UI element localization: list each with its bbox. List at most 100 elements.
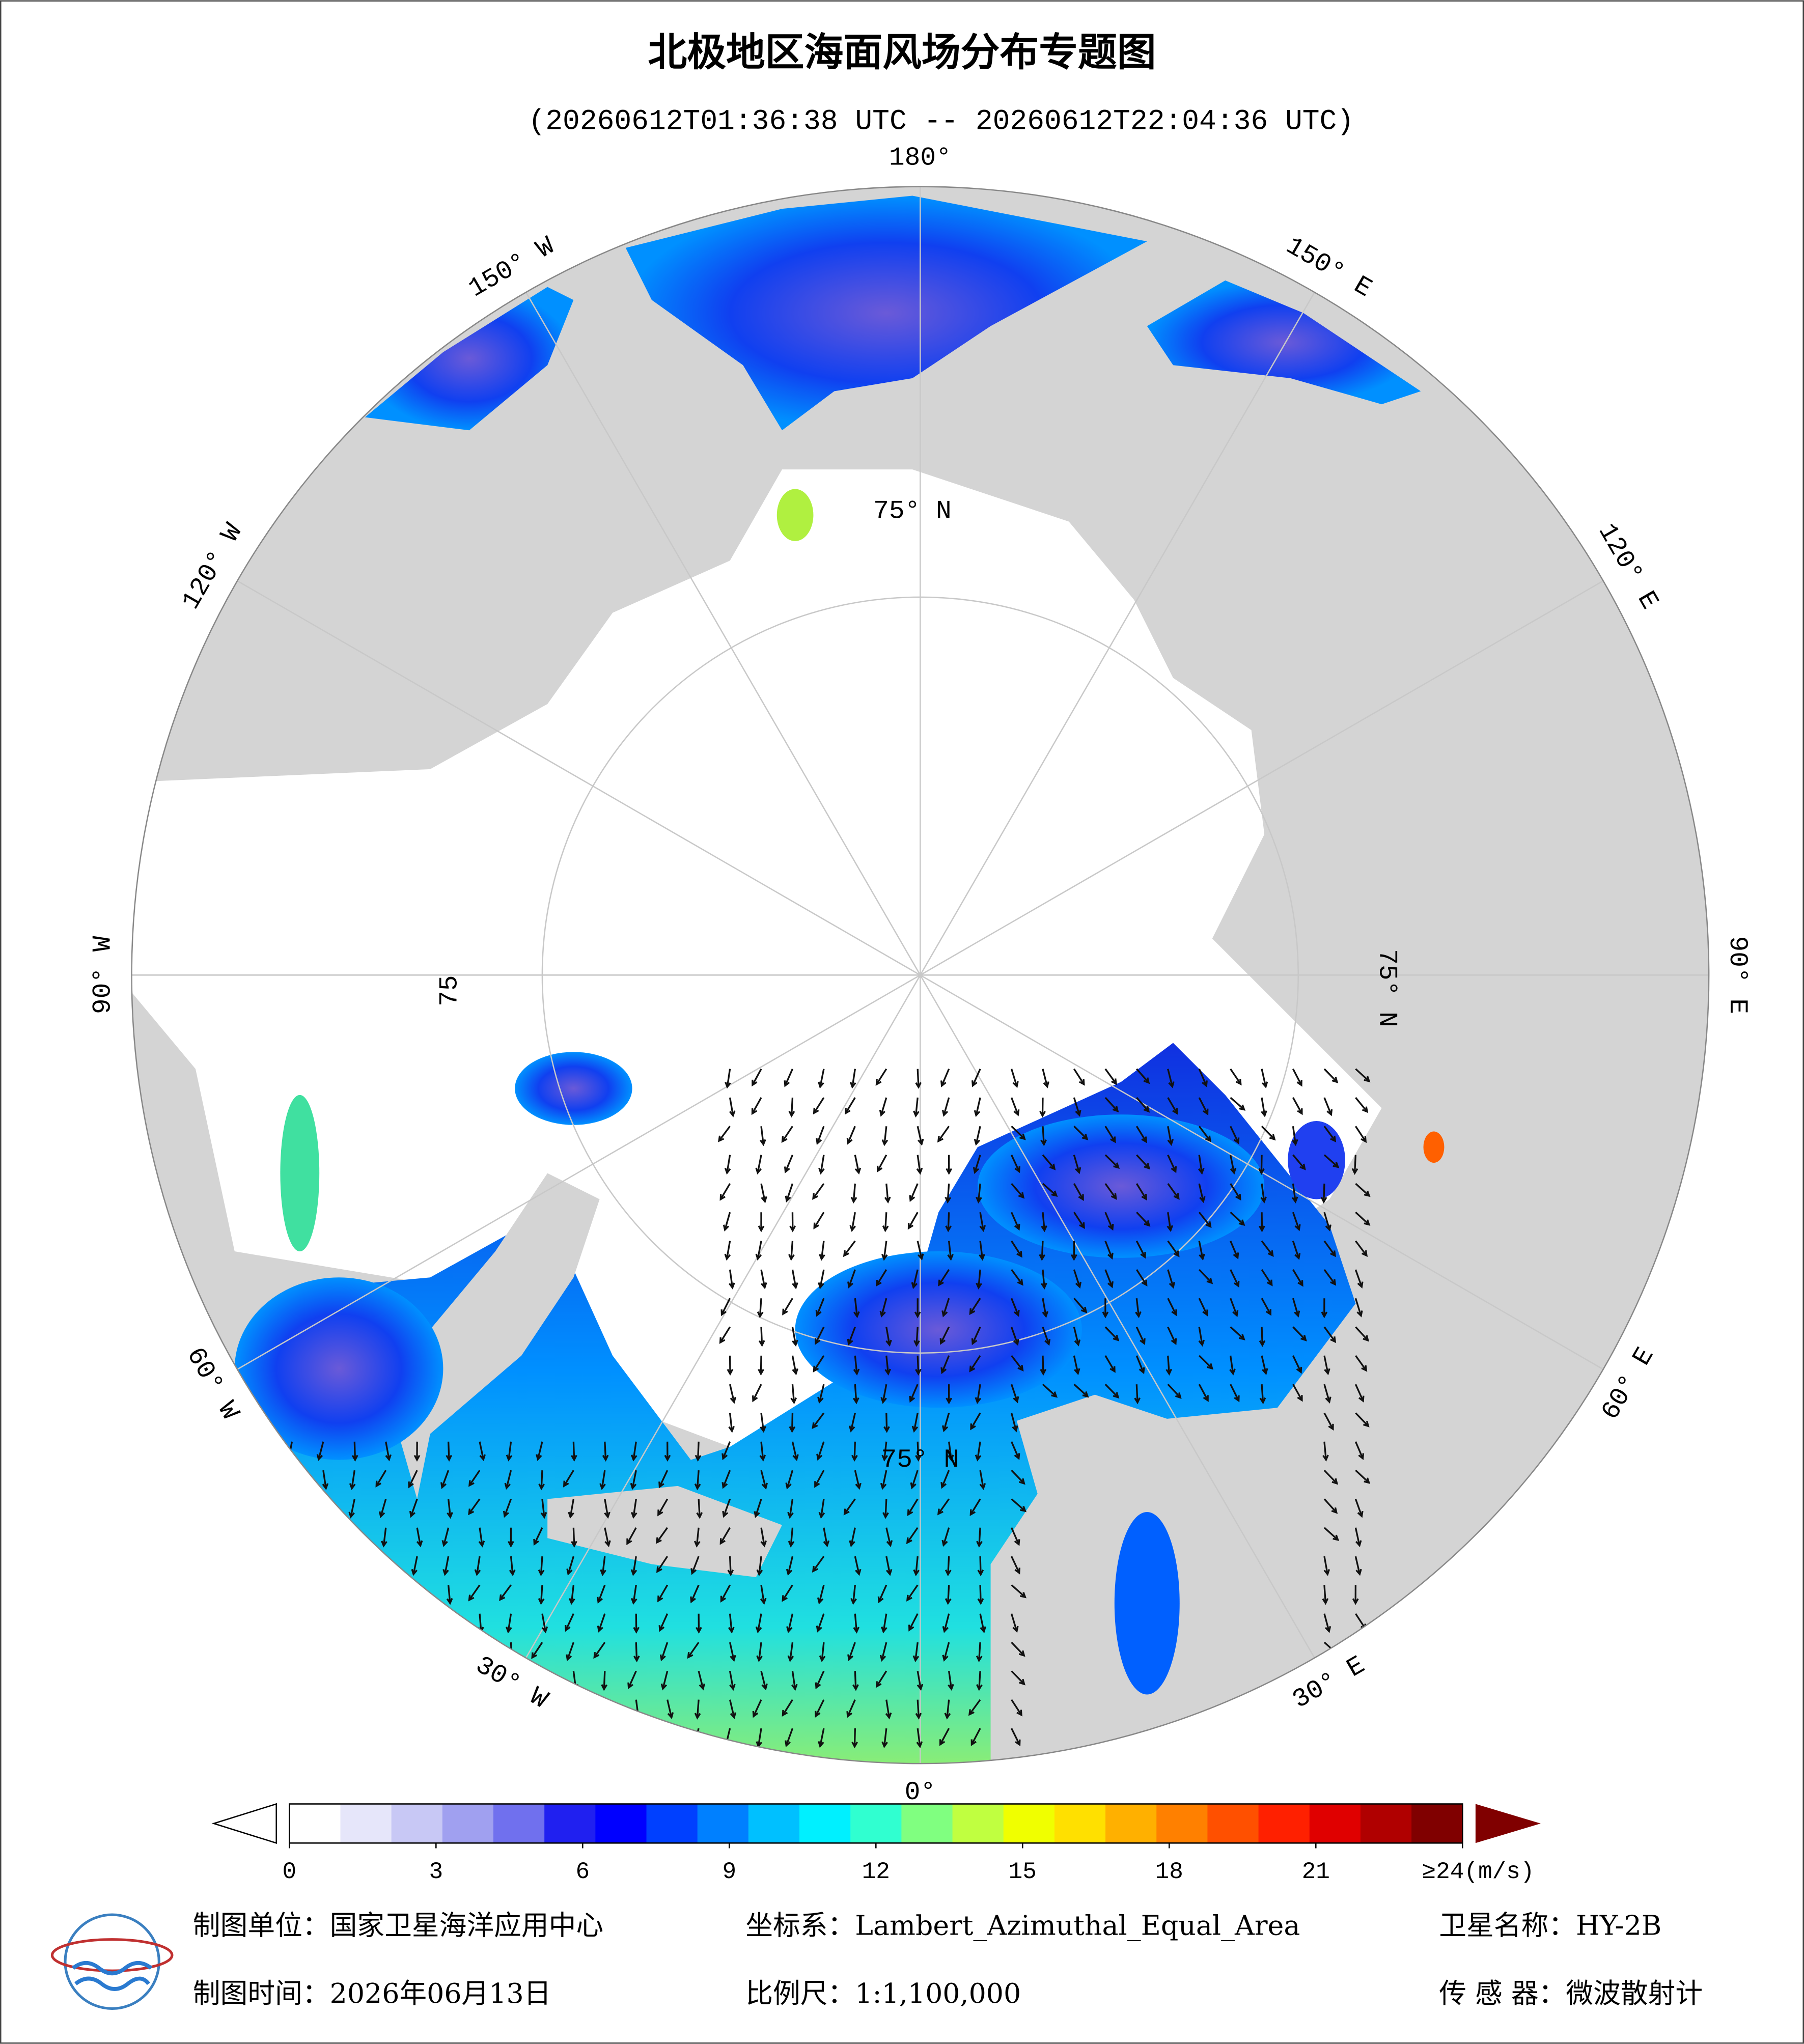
- wind-arrow-head: [760, 1598, 767, 1605]
- wind-arrow-head: [844, 1108, 851, 1115]
- wind-arrow: [1042, 1298, 1047, 1317]
- wind-arrow: [1011, 1240, 1022, 1257]
- wind-arrow: [782, 1699, 793, 1716]
- wind-arrow: [723, 1498, 731, 1517]
- wind-arrow: [914, 1097, 919, 1116]
- land: [391, 1173, 600, 1499]
- wind-arrow: [815, 1326, 825, 1344]
- wind-arrow: [1167, 1240, 1179, 1256]
- wind-arrow-head: [568, 1511, 574, 1519]
- wind-arrow-head: [1202, 1080, 1208, 1087]
- wind-arrow-head: [1361, 1250, 1368, 1257]
- wind-arrow-head: [913, 1340, 920, 1347]
- wind-arrow-head: [599, 1483, 606, 1490]
- wind-arrow: [1261, 1069, 1267, 1087]
- meridian: [237, 974, 921, 1370]
- wind-arrow-head: [720, 1595, 726, 1603]
- wind-arrow-head: [976, 1282, 982, 1290]
- wind-arrow: [789, 1499, 794, 1518]
- wind-arrow: [690, 1584, 700, 1602]
- wind-arrow-head: [1262, 1368, 1268, 1376]
- wind-arrow-head: [947, 1454, 954, 1462]
- wind-arrow: [819, 1728, 825, 1747]
- wind-arrow-head: [1074, 1339, 1081, 1347]
- wind-arrow: [697, 1441, 700, 1460]
- wind-arrow: [1011, 1154, 1020, 1172]
- wind-arrow-head: [727, 1368, 734, 1376]
- wind-arrow: [1011, 1441, 1020, 1459]
- wind-arrow-head: [980, 1626, 986, 1634]
- wind-arrow-head: [938, 1279, 944, 1286]
- wind-arrow: [948, 1241, 952, 1259]
- wind-arrow-head: [503, 1510, 509, 1518]
- wind-arrow-head: [1266, 1279, 1273, 1286]
- wind-arrow: [565, 1613, 574, 1631]
- wind-arrow: [1230, 1212, 1245, 1225]
- colorbar-segment: [697, 1804, 750, 1843]
- footer-unit: 制图单位：国家卫星海洋应用中心: [193, 1910, 603, 1942]
- wind-arrow: [939, 1728, 950, 1745]
- colorbar-segment: [1156, 1804, 1208, 1843]
- wind-arrow-head: [977, 1570, 984, 1577]
- wind-arrow-head: [882, 1512, 889, 1519]
- colorbar-segment: [952, 1804, 1005, 1843]
- wind-arrow-head: [604, 1511, 610, 1519]
- wind-arrow: [909, 1384, 919, 1402]
- wind-arrow: [1011, 1527, 1020, 1545]
- wind-arrow: [1042, 1212, 1045, 1231]
- wind-arrow: [1104, 1240, 1113, 1258]
- wind-arrow-head: [1019, 1478, 1025, 1485]
- wind-arrow-head: [1355, 1569, 1362, 1576]
- wind-arrow: [506, 1470, 512, 1489]
- wind-arrow: [854, 1155, 860, 1173]
- wind-arrow-head: [381, 1541, 387, 1548]
- wind-arrow: [729, 1413, 733, 1432]
- wind-arrow-head: [1331, 1077, 1339, 1083]
- wind-arrow: [1073, 1068, 1085, 1085]
- wind-arrow-head: [876, 1280, 882, 1287]
- wind-arrow-head: [1320, 1196, 1327, 1204]
- wind-arrow-head: [850, 1196, 857, 1204]
- wind-arrow-head: [1113, 1162, 1120, 1169]
- wind-arrow: [851, 1212, 856, 1230]
- wind-arrow-head: [1261, 1110, 1267, 1117]
- lon-label: 90° W: [89, 936, 118, 1014]
- wind-arrow-head: [945, 1225, 952, 1233]
- wind-arrow: [979, 1556, 982, 1575]
- wind-arrow: [943, 1642, 950, 1661]
- wind-arrow-head: [658, 1625, 665, 1632]
- wind-arrow: [696, 1470, 700, 1489]
- wind-arrow-head: [691, 1741, 698, 1748]
- wind-arrow-head: [1169, 1281, 1175, 1289]
- wind-arrow: [1260, 1155, 1263, 1173]
- wind-arrow: [598, 1613, 606, 1632]
- wind-field: [977, 1114, 1265, 1258]
- wind-arrow: [667, 1699, 673, 1718]
- wind-arrow: [812, 1556, 825, 1572]
- wind-arrow-head: [947, 1254, 954, 1261]
- wind-arrow-head: [855, 1569, 862, 1576]
- wind-arrow-head: [667, 1712, 674, 1719]
- wind-arrow: [1292, 1384, 1303, 1401]
- wind-arrow: [816, 1126, 825, 1144]
- wind-arrow: [1198, 1384, 1209, 1401]
- wind-arrow: [1136, 1154, 1150, 1169]
- wind-arrow: [1198, 1155, 1203, 1173]
- wind-arrow-head: [1265, 1309, 1271, 1316]
- wind-arrow: [632, 1499, 637, 1518]
- wind-arrow: [718, 1126, 731, 1142]
- wind-arrow: [476, 1556, 481, 1575]
- wind-arrow: [1104, 1183, 1117, 1199]
- wind-arrow: [626, 1527, 637, 1544]
- wind-arrow: [978, 1642, 981, 1661]
- wind-arrow: [1104, 1212, 1114, 1229]
- wind-arrow: [817, 1441, 825, 1460]
- wind-arrow-head: [906, 1594, 912, 1602]
- wind-arrow-head: [630, 1511, 637, 1519]
- wind-arrow-head: [378, 1511, 385, 1519]
- wind-arrow-head: [787, 1511, 794, 1519]
- wind-arrow: [726, 1155, 731, 1173]
- wind-arrow-head: [812, 1565, 818, 1573]
- wind-arrow: [943, 1413, 950, 1431]
- wind-arrow-head: [813, 1107, 819, 1115]
